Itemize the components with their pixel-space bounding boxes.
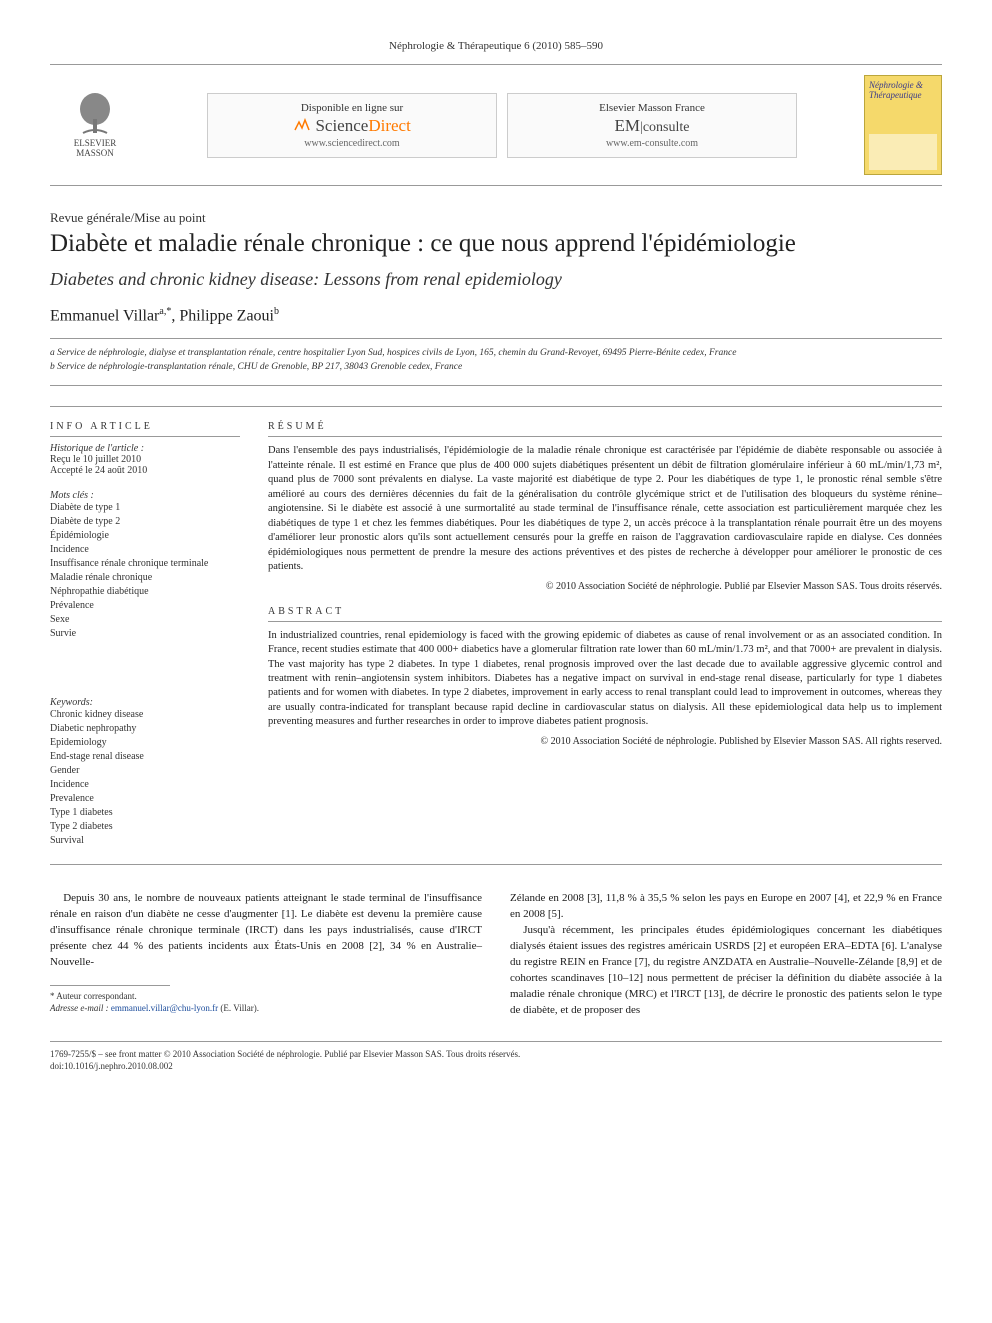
email-suffix: (E. Villar). — [220, 1003, 259, 1013]
kw-item: Prevalence — [50, 792, 240, 806]
author-1-affil: a,* — [159, 306, 171, 317]
footnotes: * Auteur correspondant. Adresse e-mail :… — [50, 990, 482, 1015]
kw-item: Type 1 diabetes — [50, 806, 240, 820]
abstracts-column: RÉSUMÉ Dans l'ensemble des pays industri… — [268, 421, 942, 848]
sciencedirect-panel: Disponible en ligne sur ScienceDirect ww… — [207, 93, 497, 158]
kw-item: Diabète de type 2 — [50, 515, 240, 529]
emconsulte-panel: Elsevier Masson France EM|consulte www.e… — [507, 93, 797, 158]
history-received: Reçu le 10 juillet 2010 — [50, 454, 240, 465]
kw-item: Insuffisance rénale chronique terminale — [50, 557, 240, 571]
affiliation-a: a Service de néphrologie, dialyse et tra… — [50, 347, 942, 360]
kw-item: Epidemiology — [50, 736, 240, 750]
bottom-meta: 1769-7255/$ – see front matter © 2010 As… — [50, 1041, 942, 1073]
kw-item: Survival — [50, 834, 240, 848]
cover-title: Néphrologie & Thérapeutique — [869, 80, 937, 100]
kw-item: Néphropathie diabétique — [50, 585, 240, 599]
author-1: Emmanuel Villar — [50, 308, 159, 325]
sd-flare-icon — [293, 118, 311, 132]
keywords-en-list: Chronic kidney disease Diabetic nephropa… — [50, 708, 240, 848]
email-label: Adresse e-mail : — [50, 1003, 109, 1013]
article-title-fr: Diabète et maladie rénale chronique : ce… — [50, 228, 942, 259]
abstract-heading: ABSTRACT — [268, 606, 942, 622]
header-band: ELSEVIER MASSON Disponible en ligne sur … — [50, 64, 942, 186]
affiliation-b: b Service de néphrologie-transplantation… — [50, 361, 942, 374]
kw-item: Type 2 diabetes — [50, 820, 240, 834]
em-brand-a: EM — [615, 116, 641, 135]
em-url[interactable]: www.em-consulte.com — [522, 138, 782, 149]
em-brand-b: consulte — [643, 120, 690, 135]
journal-citation: Néphrologie & Thérapeutique 6 (2010) 585… — [50, 40, 942, 52]
keywords-en-label: Keywords: — [50, 697, 240, 708]
article-section: Revue générale/Mise au point — [50, 210, 942, 226]
front-matter-line: 1769-7255/$ – see front matter © 2010 As… — [50, 1048, 942, 1061]
journal-cover: Néphrologie & Thérapeutique — [864, 75, 942, 175]
kw-item: Maladie rénale chronique — [50, 571, 240, 585]
kw-item: Chronic kidney disease — [50, 708, 240, 722]
elsevier-tree-icon — [73, 91, 117, 139]
kw-item: Épidémiologie — [50, 529, 240, 543]
panel-right-top: Elsevier Masson France — [522, 102, 782, 114]
body-p2: Zélande en 2008 [3], 11,8 % à 35,5 % sel… — [510, 891, 942, 923]
panel-left-top: Disponible en ligne sur — [222, 102, 482, 114]
authors: Emmanuel Villara,*, Philippe Zaouib — [50, 306, 942, 325]
publisher-logo: ELSEVIER MASSON — [50, 91, 140, 159]
footnote-separator — [50, 985, 170, 986]
abstract-text: In industrialized countries, renal epide… — [268, 629, 942, 730]
keywords-fr-label: Mots clés : — [50, 490, 240, 501]
resume-copyright: © 2010 Association Société de néphrologi… — [268, 581, 942, 592]
body-p1: Depuis 30 ans, le nombre de nouveaux pat… — [50, 891, 482, 971]
kw-item: Diabète de type 1 — [50, 501, 240, 515]
resume-text: Dans l'ensemble des pays industrialisés,… — [268, 444, 942, 574]
kw-item: Incidence — [50, 543, 240, 557]
corresponding-author: * Auteur correspondant. — [50, 990, 482, 1003]
doi-line: doi:10.1016/j.nephro.2010.08.002 — [50, 1060, 942, 1073]
keywords-fr-list: Diabète de type 1 Diabète de type 2 Épid… — [50, 501, 240, 641]
kw-item: Incidence — [50, 778, 240, 792]
history-accepted: Accepté le 24 août 2010 — [50, 465, 240, 476]
kw-item: End-stage renal disease — [50, 750, 240, 764]
kw-item: Diabetic nephropathy — [50, 722, 240, 736]
body-text: Depuis 30 ans, le nombre de nouveaux pat… — [50, 891, 942, 1019]
abstract-copyright: © 2010 Association Société de néphrologi… — [268, 736, 942, 747]
article-title-en: Diabetes and chronic kidney disease: Les… — [50, 269, 942, 290]
sd-url[interactable]: www.sciencedirect.com — [222, 138, 482, 149]
affiliations: a Service de néphrologie, dialyse et tra… — [50, 338, 942, 387]
author-2: Philippe Zaoui — [179, 308, 274, 325]
resume-heading: RÉSUMÉ — [268, 421, 942, 437]
sd-brand-a: Science — [315, 116, 368, 135]
history-label: Historique de l'article : — [50, 443, 240, 454]
body-p3: Jusqu'à récemment, les principales étude… — [510, 923, 942, 1019]
author-2-affil: b — [274, 306, 279, 317]
kw-item: Survie — [50, 627, 240, 641]
info-heading: INFO ARTICLE — [50, 421, 240, 437]
author-email-link[interactable]: emmanuel.villar@chu-lyon.fr — [111, 1003, 218, 1013]
publisher-name-b: MASSON — [76, 149, 114, 159]
kw-item: Gender — [50, 764, 240, 778]
kw-item: Prévalence — [50, 599, 240, 613]
kw-item: Sexe — [50, 613, 240, 627]
sd-brand-b: Direct — [368, 116, 410, 135]
article-info-column: INFO ARTICLE Historique de l'article : R… — [50, 421, 240, 848]
